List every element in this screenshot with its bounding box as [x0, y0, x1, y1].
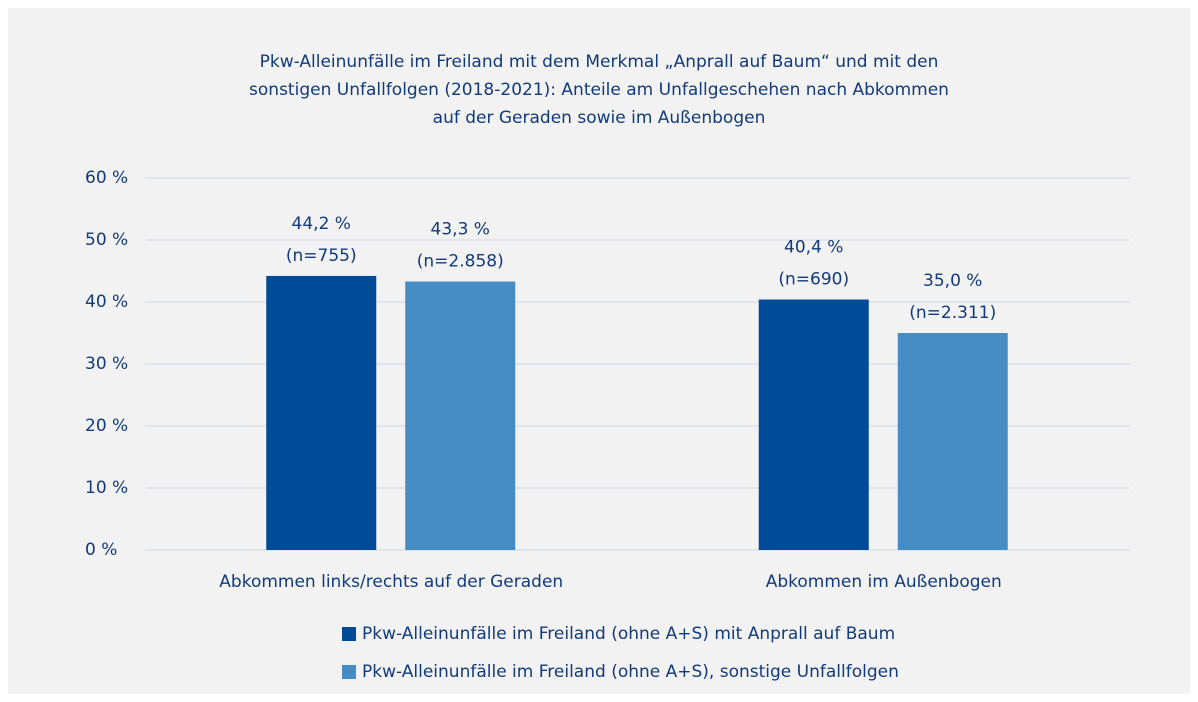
legend-swatch [342, 665, 356, 679]
y-tick-label: 40 % [85, 292, 128, 312]
bar [758, 299, 869, 550]
bar [266, 275, 377, 550]
bar [405, 281, 516, 550]
n-label: (n=2.311) [909, 303, 996, 323]
value-label: 35,0 % [923, 271, 982, 291]
y-tick-label: 60 % [85, 168, 128, 188]
bar [897, 333, 1008, 550]
n-label: (n=2.858) [417, 252, 504, 272]
legend-label: Pkw-Alleinunfälle im Freiland (ohne A+S)… [362, 624, 895, 644]
y-tick-label: 20 % [85, 416, 128, 436]
chart-title: auf der Geraden sowie im Außenbogen [433, 108, 766, 128]
chart-title: sonstigen Unfallfolgen (2018-2021): Ante… [249, 80, 949, 100]
x-tick-label: Abkommen links/rechts auf der Geraden [219, 572, 563, 592]
legend-label: Pkw-Alleinunfälle im Freiland (ohne A+S)… [362, 662, 899, 682]
n-label: (n=755) [286, 246, 357, 266]
y-tick-label: 10 % [85, 478, 128, 498]
chart-title: Pkw-Alleinunfälle im Freiland mit dem Me… [260, 52, 939, 72]
value-label: 43,3 % [431, 220, 490, 240]
y-tick-label: 0 % [85, 540, 117, 560]
y-tick-label: 50 % [85, 230, 128, 250]
value-label: 40,4 % [784, 238, 843, 258]
n-label: (n=690) [778, 270, 849, 290]
legend-swatch [342, 627, 356, 641]
y-tick-label: 30 % [85, 354, 128, 374]
x-tick-label: Abkommen im Außenbogen [766, 572, 1002, 592]
value-label: 44,2 % [292, 214, 351, 234]
